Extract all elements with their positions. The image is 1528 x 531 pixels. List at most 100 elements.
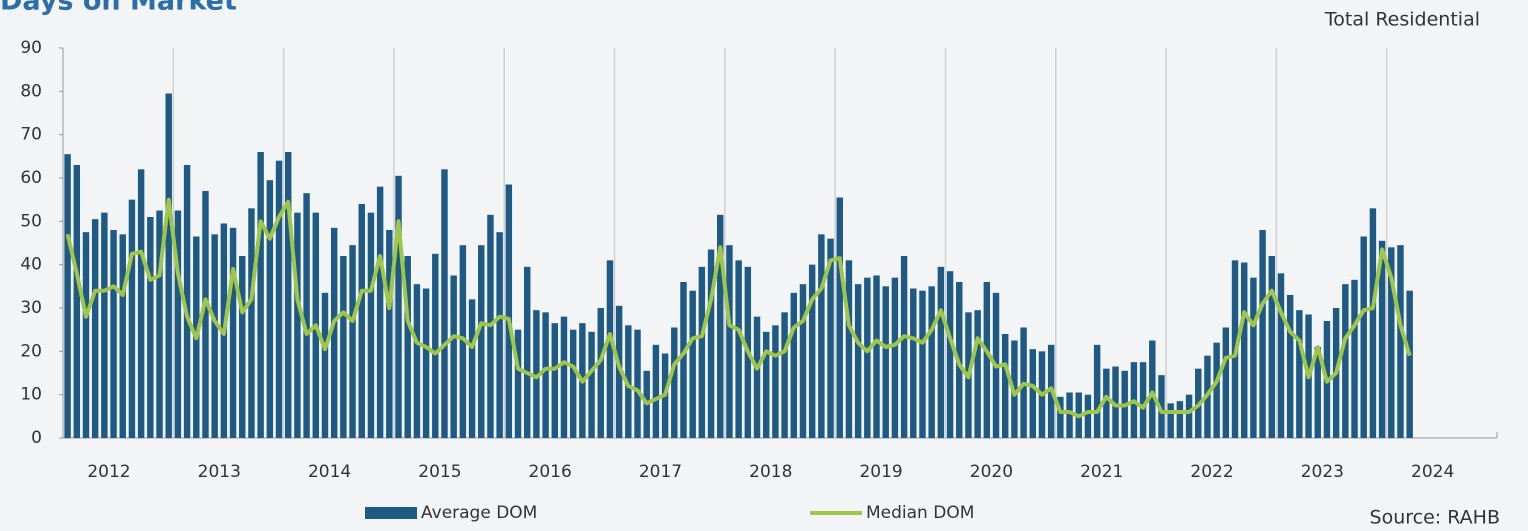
bar [183,165,191,438]
bar [478,245,485,438]
x-tick-label: 2019 [859,462,902,482]
bar [1185,394,1193,438]
y-tick-label: 60 [20,168,42,188]
bar [266,180,274,438]
bar [284,152,292,438]
bar [1057,396,1064,438]
y-tick-label: 40 [20,255,42,275]
bar [358,204,365,438]
bar [873,275,880,438]
bar [1112,366,1119,438]
bar [1084,394,1092,438]
bar [937,266,945,438]
bar [1406,290,1413,438]
bar [689,290,696,438]
x-tick-label: 2015 [418,462,461,482]
bar [1314,347,1321,438]
bar [432,253,439,438]
bar [946,271,954,438]
bar [827,238,834,438]
bar [533,310,540,438]
bar [386,230,393,438]
bar [303,193,310,438]
x-tick-label: 2013 [198,462,241,482]
bar [1139,362,1147,438]
bar [1369,208,1377,438]
bar [340,256,347,438]
bar [275,160,283,438]
x-tick-label: 2017 [639,462,682,482]
bar [836,197,843,438]
bar [680,282,687,438]
y-tick-label: 10 [20,385,42,405]
bar [919,290,926,438]
bar [818,234,825,438]
bar [257,152,264,438]
bar [983,282,991,438]
bar [1286,295,1294,438]
bar [698,266,706,438]
bar [910,288,917,438]
bar [652,344,660,438]
bar [1066,392,1073,438]
x-tick-label: 2023 [1301,462,1344,482]
bar [1277,273,1285,438]
x-tick-label: 2016 [529,462,572,482]
bar [1176,401,1184,438]
bar [560,316,568,438]
bar [413,284,421,438]
bar [128,199,136,438]
legend-label: Median DOM [866,503,974,523]
bar [137,169,145,439]
bar [330,227,338,438]
chart-title: Days on Market [0,0,237,17]
bar [1342,284,1349,438]
bar [165,93,172,438]
bar [523,266,531,438]
bar [395,175,402,439]
bar [781,312,788,438]
bar [1296,310,1303,438]
bar [1149,340,1156,438]
bar [101,212,108,438]
y-tick-label: 80 [20,81,42,101]
x-tick-label: 2014 [308,462,351,482]
x-tick-label: 2012 [87,462,130,482]
bar [91,219,99,438]
bar [772,325,779,438]
bar [735,260,742,438]
chart-subtitle: Total Residential [1324,9,1480,31]
bar [248,208,255,438]
bar [891,277,899,438]
bar [1268,256,1276,438]
bar [147,217,154,438]
bar [239,256,246,438]
bar [294,212,301,438]
bar [1093,344,1101,438]
bar [882,286,889,438]
bar [505,184,513,438]
x-tick-label: 2021 [1080,462,1123,482]
line [65,197,1412,419]
bar [229,227,237,438]
bar [64,154,71,438]
bar [1213,342,1220,438]
bar [1103,368,1110,438]
bar [514,329,522,438]
bar [854,284,862,438]
source-note: Source: RAHB [1370,507,1500,529]
bar [1001,334,1009,438]
bar [441,169,448,439]
bar [569,329,577,438]
y-tick-label: 20 [20,341,42,361]
bar [119,234,126,438]
bar [845,260,853,438]
bar [1250,277,1257,438]
bar [928,286,935,438]
bar [1158,375,1165,438]
bar [1222,327,1230,438]
bar [367,212,375,438]
bar [790,292,798,438]
legend-label: Average DOM [421,503,537,523]
bar [864,277,871,438]
